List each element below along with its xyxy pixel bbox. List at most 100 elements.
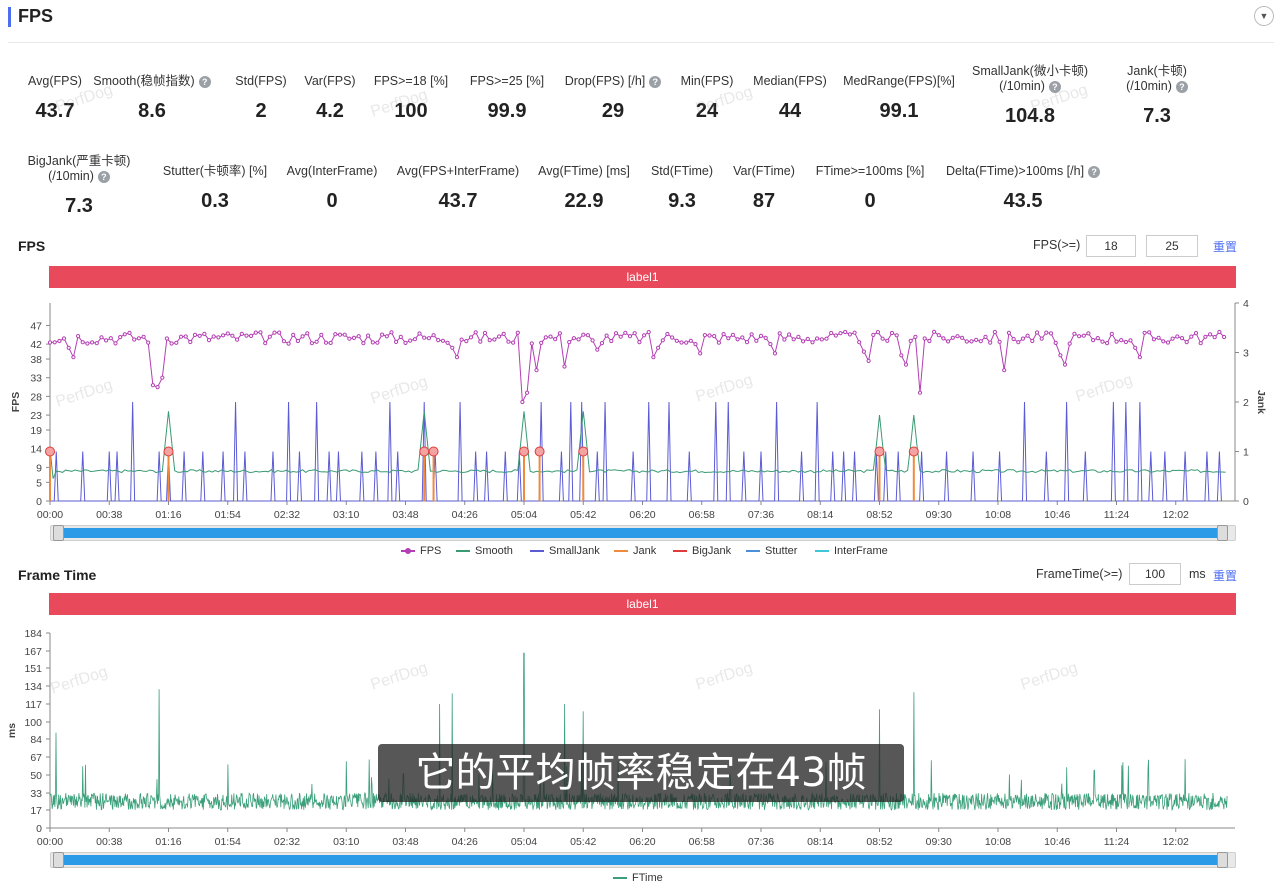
fps-point: [253, 330, 258, 335]
fps-point: [754, 338, 759, 343]
fps-point: [585, 333, 591, 338]
chevron-down-icon[interactable]: ▼: [1254, 6, 1274, 26]
fps-point: [1198, 341, 1203, 346]
row2-stat-6: Var(FTime) 87: [674, 164, 854, 213]
fps-point: [1123, 339, 1129, 345]
fps-slider-right-handle[interactable]: [1217, 525, 1228, 541]
frametime-chart[interactable]: 0 17 33 50 67 84 100 117 134 151 167 184 ms 00:00 00:3…: [0, 622, 1280, 850]
stat-label-text: MedRange(FPS)[%]: [843, 74, 955, 88]
fps-point: [632, 331, 637, 336]
fps-point: [108, 336, 113, 341]
stat-value: 0: [326, 190, 338, 212]
stat-label-text: Min(FPS): [680, 74, 734, 88]
fps-point: [712, 334, 717, 339]
x-tick-label: 11:24: [1104, 509, 1130, 521]
y-tick-label: 84: [30, 734, 42, 746]
fps-point: [927, 338, 932, 344]
fps-point: [688, 338, 693, 343]
fps-point: [913, 334, 918, 340]
fps-point: [740, 335, 745, 340]
fps-point: [118, 335, 123, 340]
stat-label-text: Var(FTime): [733, 164, 795, 178]
fps-point: [422, 335, 427, 340]
row2-stat-0: BigJank(严重卡顿) (/10min)? 7.3: [0, 154, 169, 218]
y-tick-label: 100: [24, 717, 42, 729]
fps-point: [618, 334, 623, 339]
fps-point: [548, 334, 553, 339]
fps-point: [866, 358, 871, 364]
legend-item-smooth[interactable]: Smooth: [456, 545, 513, 557]
fps-point: [997, 339, 1002, 344]
frametime-label-bar[interactable]: label1: [49, 593, 1236, 615]
row1-stat-5: FPS>=25 [%] 99.9: [417, 74, 597, 123]
fps-point: [501, 331, 506, 337]
help-icon[interactable]: ?: [1175, 80, 1188, 93]
fps-point: [436, 338, 441, 343]
fps-point: [85, 341, 90, 346]
stat-label: BigJank(严重卡顿) (/10min)?: [0, 154, 169, 184]
fps-point: [473, 330, 478, 335]
stat-label: Std(FTime): [592, 164, 772, 179]
row2-stat-3: Avg(FPS+InterFrame) 43.7: [368, 164, 548, 213]
fps-point: [1165, 340, 1171, 345]
fps-point: [356, 334, 361, 339]
stat-label: Var(FTime): [674, 164, 854, 179]
y-tick-label: 47: [30, 320, 42, 332]
fps-point: [197, 333, 202, 338]
fps-point: [1133, 345, 1138, 350]
help-icon[interactable]: ?: [1088, 165, 1101, 178]
fps-point: [875, 330, 881, 335]
fps-point: [1217, 329, 1222, 335]
x-tick-label: 06:58: [689, 836, 715, 848]
legend-item-fps[interactable]: FPS: [401, 545, 441, 557]
x-tick-label: 05:42: [570, 509, 596, 521]
legend-item-ftime[interactable]: FTime: [613, 872, 663, 884]
legend-item-smalljank[interactable]: SmallJank: [530, 545, 600, 557]
row1-stat-8: Median(FPS) 44: [700, 74, 880, 123]
row1-stat-10: SmallJank(微小卡顿) (/10min)? 104.8: [940, 64, 1120, 128]
stat-label: Delta(FTime)>100ms [/h]?: [933, 164, 1113, 179]
stat-label-text: Avg(InterFrame): [286, 164, 378, 178]
help-icon[interactable]: ?: [649, 75, 662, 88]
legend-item-stutter[interactable]: Stutter: [746, 545, 797, 557]
row1-stat-0: Avg(FPS) 43.7: [0, 74, 145, 123]
fps-point: [1189, 334, 1194, 339]
fps-range-slider[interactable]: [50, 525, 1236, 541]
row2-stat-1: Stutter(卡顿率) [%] 0.3: [125, 164, 305, 213]
fps-point: [721, 332, 726, 337]
fps-point: [871, 332, 876, 338]
fps-point: [515, 330, 520, 335]
legend-item-jank[interactable]: Jank: [614, 545, 656, 557]
x-tick-label: 04:26: [452, 509, 478, 521]
frametime-threshold-input[interactable]: 100: [1129, 563, 1181, 585]
fps-point: [235, 337, 240, 342]
fps-point: [1105, 341, 1110, 346]
y-tick-label: 5: [36, 477, 42, 489]
fps-point: [735, 337, 740, 342]
legend-item-bigjank[interactable]: BigJank: [673, 545, 731, 557]
fps-point: [525, 390, 530, 395]
fps-point: [1203, 334, 1208, 339]
frametime-slider-right-handle[interactable]: [1217, 852, 1228, 868]
fps-label-bar[interactable]: label1: [49, 266, 1236, 288]
fps-point: [225, 331, 230, 336]
frametime-slider-left-handle[interactable]: [53, 852, 64, 868]
row1-stat-11: Jank(卡顿) (/10min)? 7.3: [1067, 64, 1247, 128]
fps-point: [47, 340, 53, 345]
fps-threshold-input-2[interactable]: 25: [1146, 235, 1198, 257]
stat-label: Avg(InterFrame): [242, 164, 422, 179]
fps-point: [482, 330, 488, 336]
y-tick-label: 28: [30, 391, 42, 403]
fps-point: [389, 330, 394, 335]
frametime-range-slider[interactable]: [50, 852, 1236, 868]
help-icon[interactable]: ?: [97, 170, 110, 183]
fps-point: [581, 332, 586, 337]
frametime-reset-link[interactable]: 重置: [1213, 569, 1238, 583]
fps-reset-link[interactable]: 重置: [1213, 240, 1238, 254]
fps-threshold-input-1[interactable]: 18: [1086, 235, 1136, 257]
legend-item-interframe[interactable]: InterFrame: [815, 545, 888, 557]
fps-slider-left-handle[interactable]: [53, 525, 64, 541]
help-icon[interactable]: ?: [198, 75, 211, 88]
help-icon[interactable]: ?: [1048, 80, 1061, 93]
